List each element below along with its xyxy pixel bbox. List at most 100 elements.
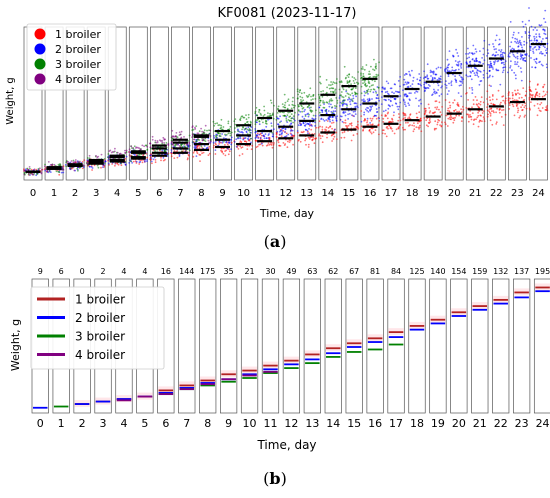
day-box-b	[387, 278, 405, 414]
scatter-point	[341, 86, 344, 89]
scatter-point	[335, 82, 338, 85]
scatter-point	[528, 34, 530, 37]
scatter-point	[461, 82, 464, 84]
scatter-point	[502, 69, 505, 72]
scatter-point	[350, 88, 353, 91]
scatter-point	[375, 63, 377, 65]
scatter-point	[367, 88, 370, 91]
scatter-point	[392, 114, 395, 117]
scatter-point	[368, 82, 371, 85]
scatter-point	[429, 69, 432, 72]
scatter-point	[362, 82, 364, 85]
scatter-point	[477, 111, 479, 114]
scatter-point	[173, 157, 176, 160]
scatter-point	[224, 133, 226, 136]
scatter-point	[447, 107, 450, 110]
scatter-point	[296, 88, 299, 91]
scatter-point	[339, 115, 342, 118]
scatter-point	[326, 133, 328, 136]
scatter-point	[297, 103, 299, 106]
scatter-point	[344, 95, 347, 97]
scatter-point	[419, 76, 422, 79]
sample-count-label: 6	[59, 267, 64, 276]
scatter-point	[529, 80, 531, 83]
scatter-point	[152, 158, 155, 161]
scatter-point	[314, 137, 316, 140]
scatter-point	[288, 104, 291, 106]
scatter-point	[357, 83, 359, 85]
scatter-point	[405, 95, 408, 98]
scatter-point	[474, 96, 477, 98]
scatter-point	[356, 133, 359, 135]
scatter-point	[441, 106, 443, 108]
scatter-point	[321, 126, 324, 128]
scatter-point	[462, 108, 465, 111]
x-tick-label-b: 3	[100, 417, 107, 430]
scatter-point	[522, 87, 525, 89]
scatter-point	[528, 7, 530, 9]
scatter-point	[256, 132, 259, 135]
scatter-point	[423, 117, 426, 119]
scatter-point	[510, 41, 513, 44]
scatter-point	[473, 72, 476, 74]
scatter-point	[489, 99, 492, 102]
scatter-point	[461, 111, 463, 113]
scatter-point	[434, 77, 436, 80]
scatter-point	[529, 49, 532, 52]
scatter-point	[437, 84, 440, 87]
scatter-point	[445, 114, 448, 117]
scatter-point	[482, 116, 485, 118]
scatter-point	[434, 100, 437, 103]
scatter-point	[528, 55, 531, 57]
scatter-point	[381, 86, 384, 89]
scatter-point	[272, 143, 275, 146]
scatter-point	[519, 53, 522, 55]
scatter-point	[532, 50, 534, 53]
x-tick-label-a: 2	[72, 188, 78, 199]
scatter-point	[388, 124, 391, 127]
scatter-point	[200, 127, 203, 130]
scatter-point	[546, 105, 549, 107]
scatter-point	[354, 110, 356, 113]
scatter-point	[254, 112, 257, 115]
scatter-point	[435, 73, 438, 76]
scatter-point	[297, 110, 300, 112]
scatter-point	[465, 107, 468, 109]
scatter-point	[277, 105, 280, 108]
scatter-point	[292, 143, 294, 146]
scatter-point	[210, 140, 212, 143]
scatter-point	[265, 125, 268, 128]
x-tick-label-a: 21	[469, 188, 482, 199]
scatter-point	[286, 140, 289, 143]
scatter-point	[431, 77, 434, 80]
scatter-point	[285, 117, 288, 120]
scatter-point	[535, 33, 537, 35]
scatter-point	[450, 118, 452, 121]
scatter-point	[187, 153, 190, 156]
scatter-point	[318, 120, 321, 123]
scatter-point	[469, 63, 472, 66]
scatter-point	[224, 154, 227, 157]
chart-b-ylabel: Weight, g	[9, 319, 22, 371]
scatter-point	[256, 121, 258, 124]
scatter-point	[375, 117, 378, 120]
scatter-point	[469, 75, 471, 78]
scatter-point	[399, 101, 402, 104]
scatter-point	[399, 95, 402, 97]
scatter-point	[542, 90, 545, 93]
scatter-point	[300, 99, 302, 101]
scatter-point	[175, 137, 178, 139]
scatter-point	[207, 139, 210, 142]
x-tick-label-a: 19	[427, 188, 440, 199]
scatter-point	[533, 58, 536, 61]
scatter-point	[415, 97, 417, 100]
scatter-point	[416, 122, 419, 125]
sample-count-label: 159	[472, 267, 487, 276]
scatter-point	[365, 64, 368, 66]
scatter-point	[327, 110, 330, 112]
scatter-point	[334, 105, 336, 107]
scatter-point	[197, 137, 199, 140]
scatter-point	[495, 69, 498, 72]
scatter-point	[257, 137, 260, 140]
scatter-point	[58, 169, 61, 172]
